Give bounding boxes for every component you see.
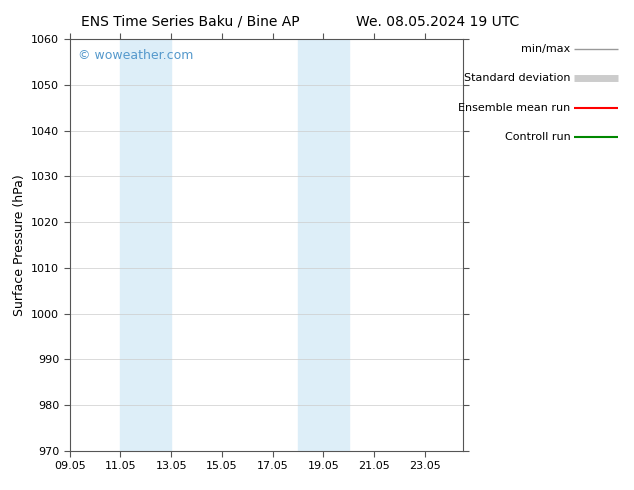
Text: We. 08.05.2024 19 UTC: We. 08.05.2024 19 UTC xyxy=(356,15,519,29)
Text: min/max: min/max xyxy=(521,44,571,54)
Bar xyxy=(298,39,323,451)
Text: Ensemble mean run: Ensemble mean run xyxy=(458,103,571,113)
Text: Standard deviation: Standard deviation xyxy=(464,74,571,83)
Text: ENS Time Series Baku / Bine AP: ENS Time Series Baku / Bine AP xyxy=(81,15,299,29)
Y-axis label: Surface Pressure (hPa): Surface Pressure (hPa) xyxy=(13,174,25,316)
Text: © woweather.com: © woweather.com xyxy=(77,49,193,63)
Text: Controll run: Controll run xyxy=(505,132,571,142)
Bar xyxy=(120,39,171,451)
Bar xyxy=(323,39,349,451)
